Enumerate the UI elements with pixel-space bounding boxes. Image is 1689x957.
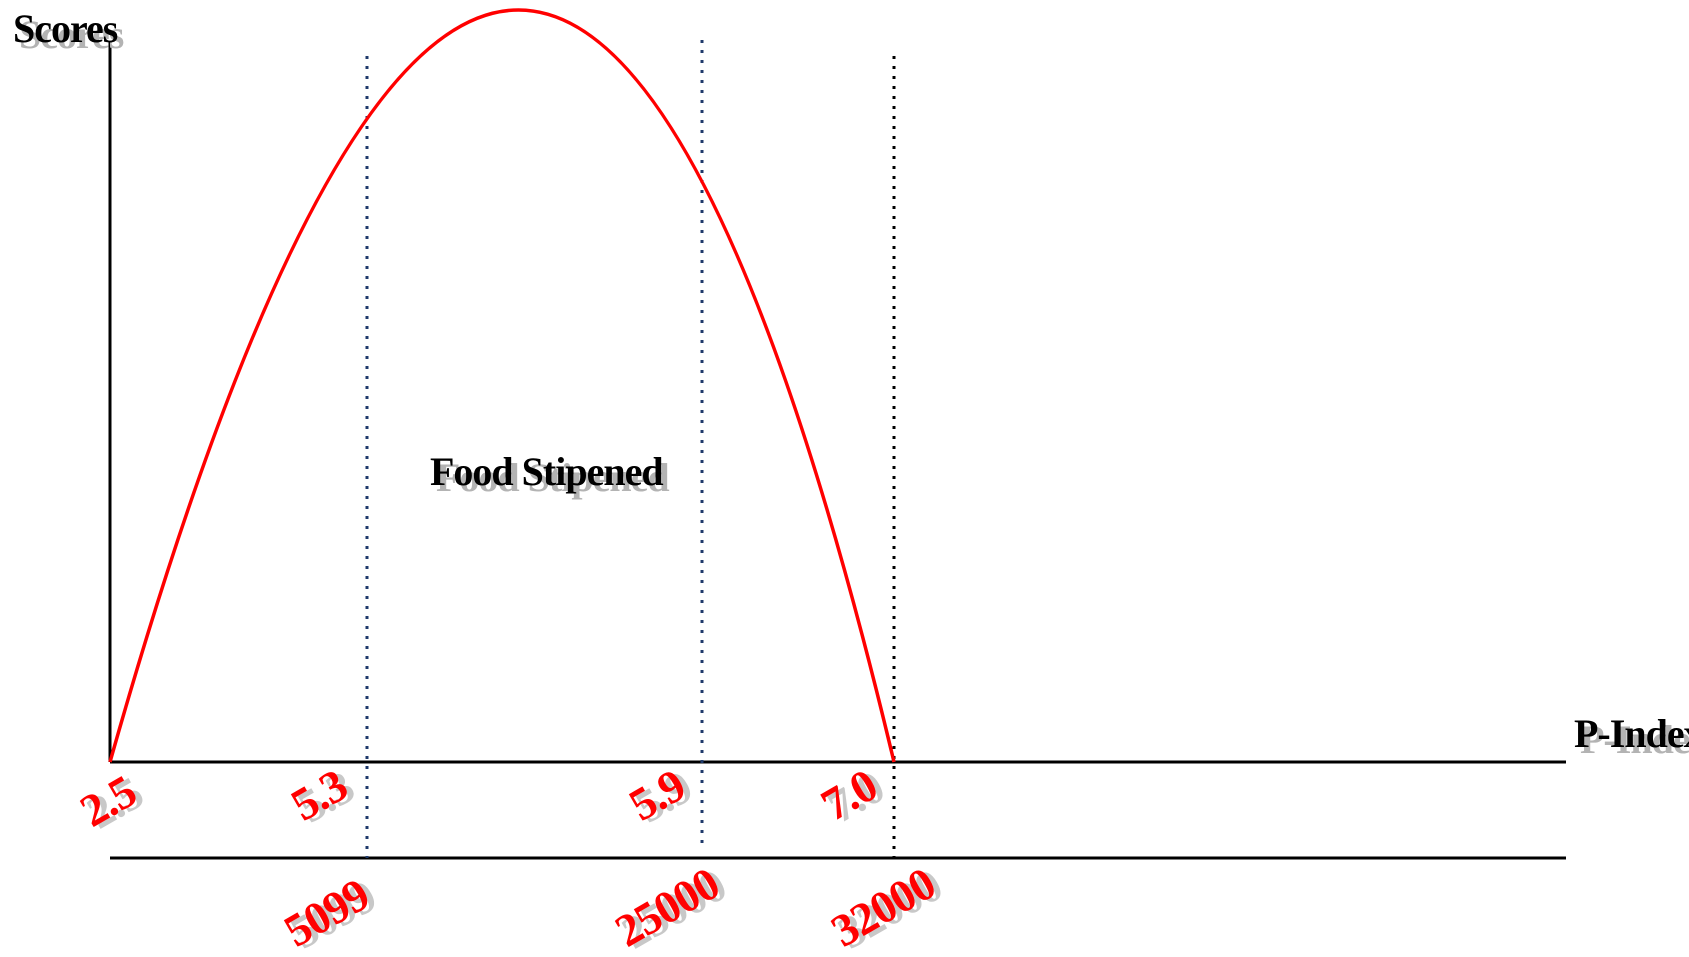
second-axis-tick-25000: 25000 25000	[607, 857, 735, 957]
tick-label: 2.5	[72, 765, 145, 836]
region-label: Food Stipened	[430, 449, 663, 494]
p-index-tick-5-9: 5.9 5.9	[621, 759, 701, 832]
y-axis-title: Scores	[13, 6, 118, 51]
x-axis-title: P-Index	[1574, 711, 1689, 756]
tick-label: 7.0	[813, 759, 886, 830]
tick-label: 5.3	[283, 759, 356, 830]
x-axis-title-shadow: P-Index	[1580, 717, 1689, 762]
tick-label: 5.9	[621, 759, 694, 830]
second-axis-tick-5099: 5099 5099	[276, 868, 385, 957]
region-label-shadow: Food Stipened	[436, 455, 669, 500]
p-index-tick-2-5: 2.5 2.5	[72, 765, 152, 838]
p-index-tick-5-3: 5.3 5.3	[283, 759, 363, 832]
score-curve	[108, 8, 896, 763]
p-index-tick-7-0: 7.0 7.0	[813, 759, 893, 832]
second-axis-tick-32000: 32000 32000	[823, 857, 951, 957]
y-axis-title-shadow: Scores	[19, 12, 124, 57]
